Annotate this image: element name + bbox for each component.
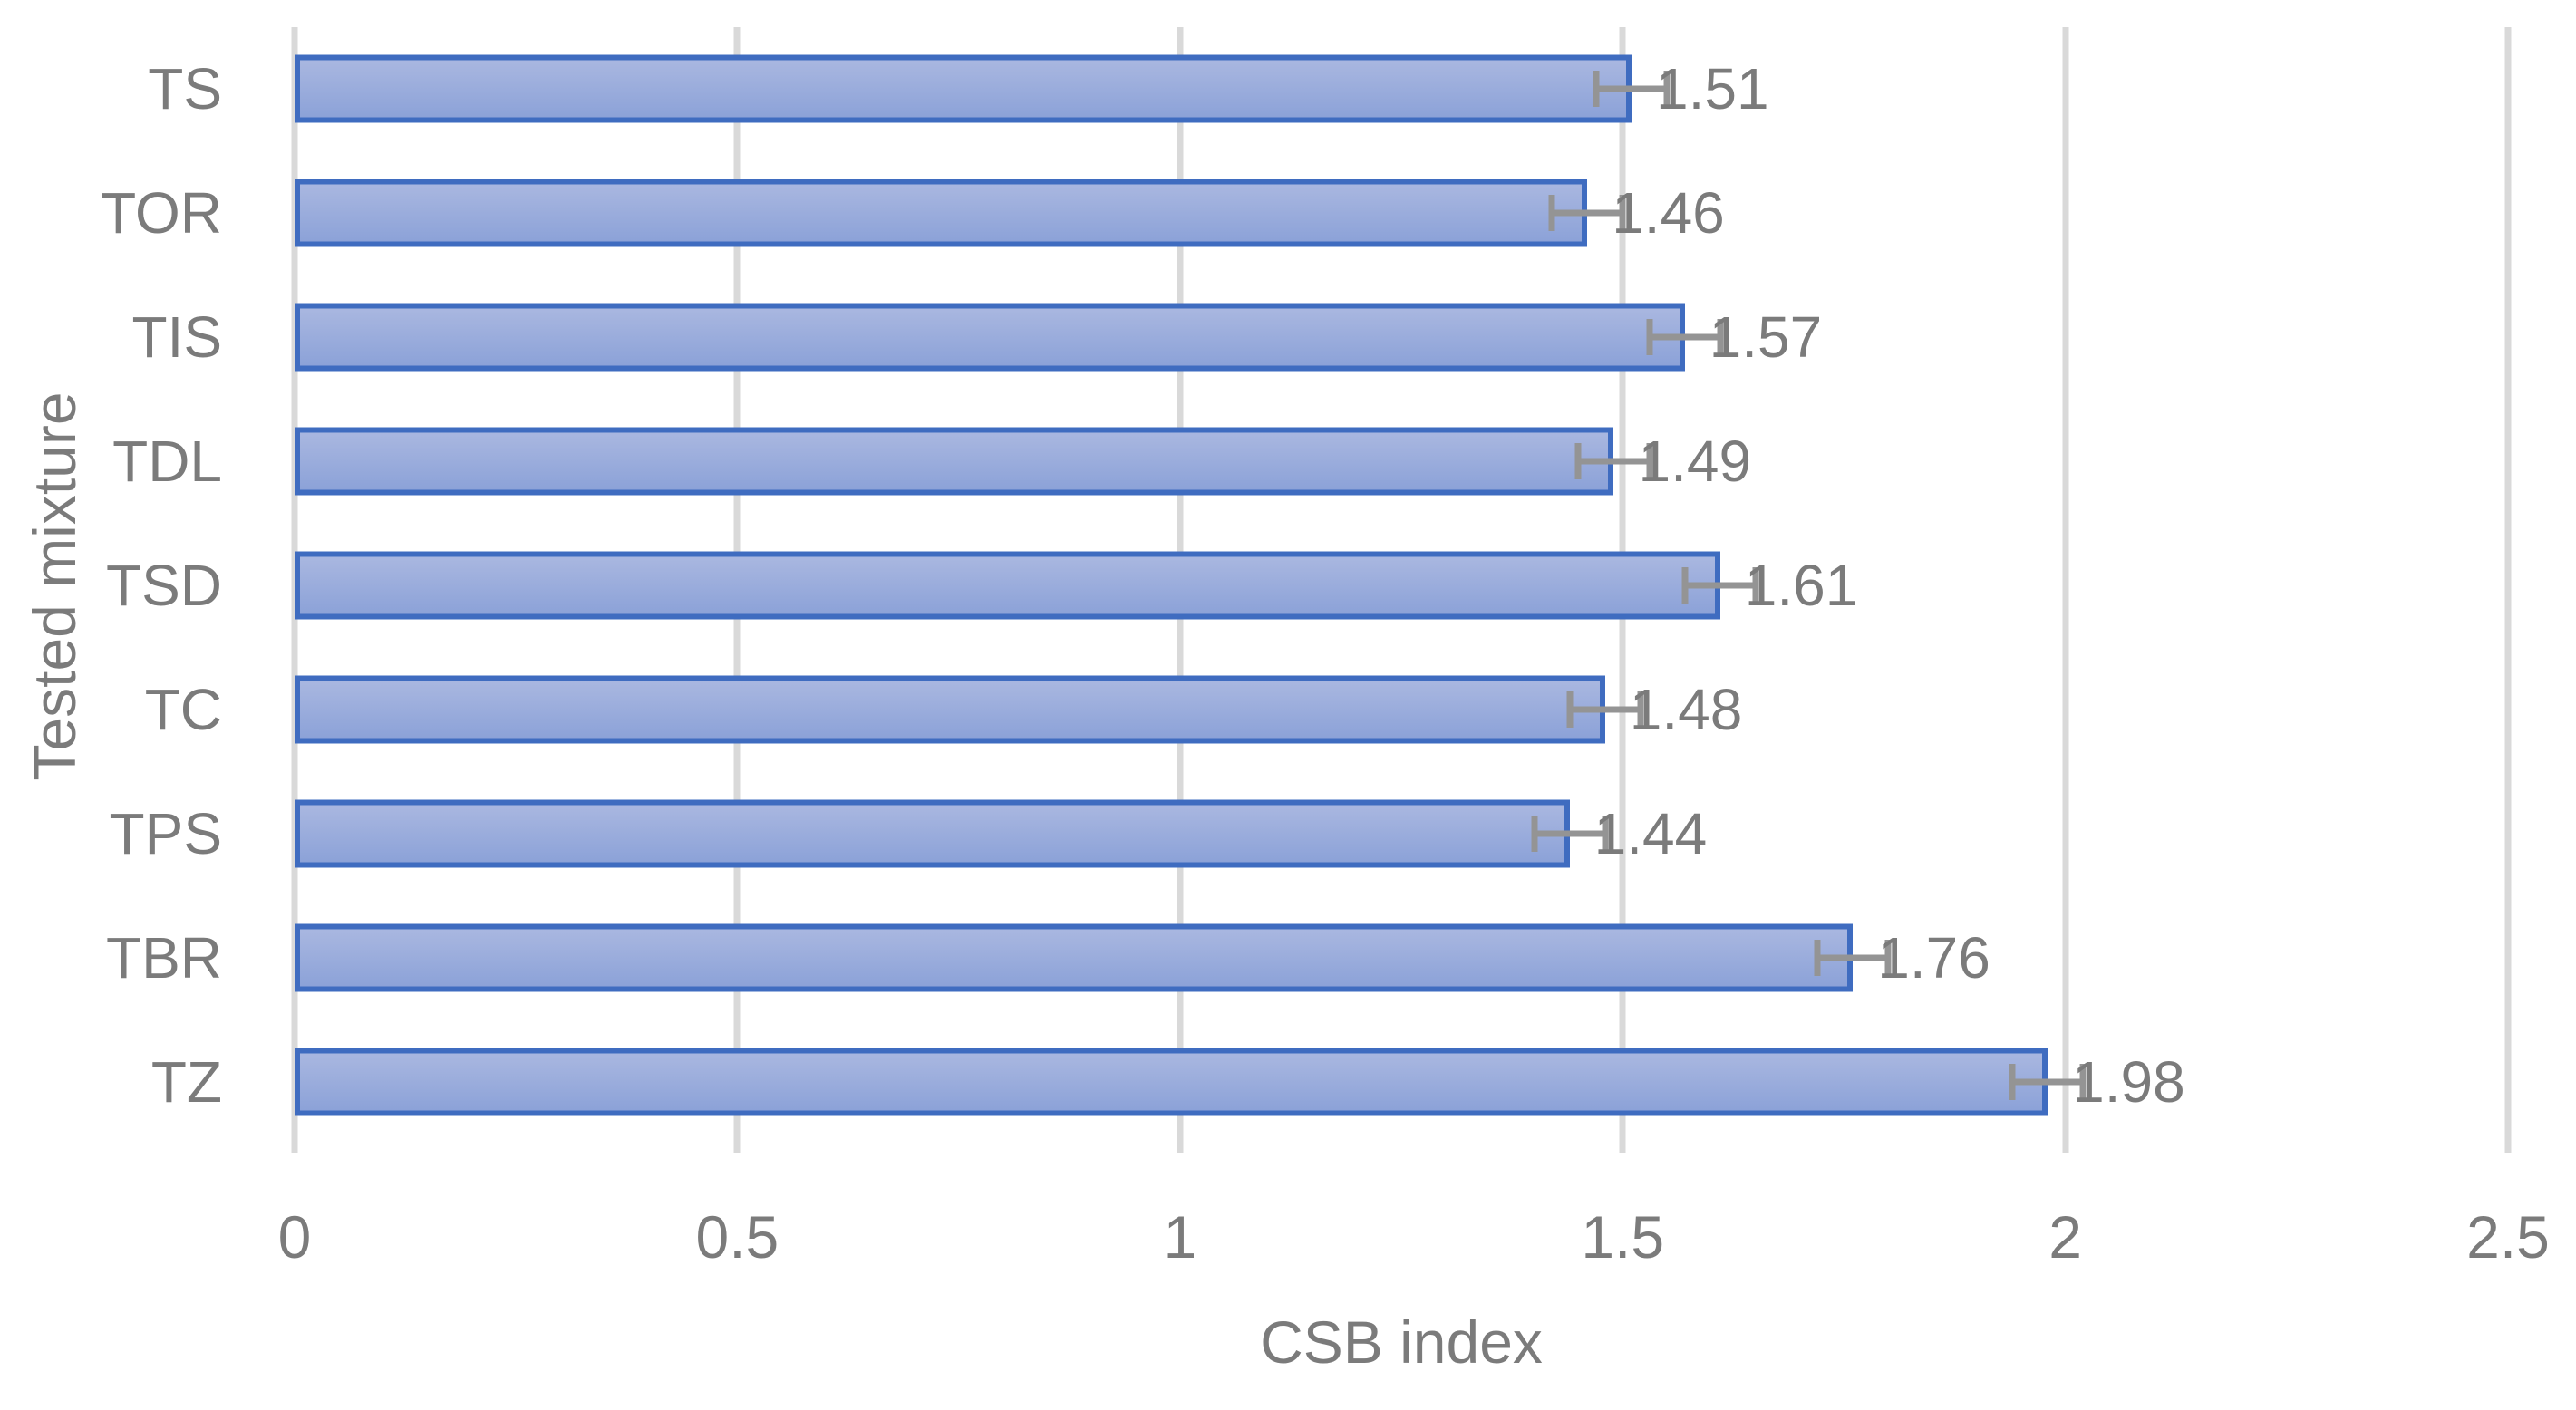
data-label: 1.76 bbox=[1877, 924, 1990, 990]
data-label: 1.51 bbox=[1656, 56, 1769, 122]
error-bar-cap bbox=[1814, 939, 1821, 976]
x-axis-title: CSB index bbox=[1260, 1309, 1543, 1376]
error-bar bbox=[1595, 85, 1668, 92]
bar-row: 1.57 bbox=[295, 275, 2508, 400]
error-bar-cap bbox=[1593, 71, 1600, 108]
category-label: TBR bbox=[106, 924, 222, 990]
category-axis: TS TOR TIS TDL TSD TC TPS TBR TZ bbox=[0, 27, 258, 1144]
error-bar-cap bbox=[1574, 443, 1582, 480]
bar-row: 1.61 bbox=[295, 524, 2508, 648]
error-bar-cap bbox=[1681, 566, 1689, 604]
error-bar-cap bbox=[1884, 939, 1892, 976]
data-label: 1.49 bbox=[1638, 429, 1752, 495]
error-bar-cap bbox=[1566, 691, 1574, 728]
error-bar-cap bbox=[2079, 1063, 2087, 1100]
bar bbox=[295, 303, 1685, 372]
bar-row: 1.98 bbox=[295, 1019, 2508, 1144]
data-label: 1.48 bbox=[1629, 676, 1743, 742]
error-bar bbox=[1649, 333, 1720, 341]
error-bar bbox=[1578, 458, 1650, 465]
bar-row: 1.48 bbox=[295, 647, 2508, 771]
x-tick-label: 1 bbox=[1163, 1203, 1197, 1270]
error-bar bbox=[1817, 954, 1889, 961]
error-bar-cap bbox=[1548, 195, 1555, 232]
category-label: TOR bbox=[101, 180, 222, 246]
bar bbox=[295, 1048, 2048, 1116]
data-label: 1.44 bbox=[1593, 800, 1708, 866]
category-label: TC bbox=[144, 676, 222, 742]
x-tick-label: 0 bbox=[277, 1203, 312, 1270]
bar bbox=[295, 551, 1720, 620]
plot-area: 1.51 1.46 1.57 1.49 1.61 1.48 1.44 1.76 1.98 bbox=[291, 27, 2512, 1153]
data-label: 1.98 bbox=[2072, 1048, 2185, 1115]
x-tick-label: 0.5 bbox=[695, 1203, 780, 1270]
category-label: TS bbox=[148, 56, 222, 122]
category-label: TPS bbox=[109, 800, 222, 866]
bar-row: 1.46 bbox=[295, 151, 2508, 275]
data-label: 1.46 bbox=[1612, 180, 1725, 246]
bar-row: 1.44 bbox=[295, 771, 2508, 895]
error-bar bbox=[1684, 582, 1756, 589]
bar bbox=[295, 675, 1605, 744]
data-label: 1.61 bbox=[1744, 552, 1858, 618]
error-bar-cap bbox=[1752, 566, 1759, 604]
bar bbox=[295, 923, 1854, 992]
bar bbox=[295, 799, 1570, 868]
error-bar bbox=[1552, 209, 1623, 217]
bar-row: 1.49 bbox=[295, 400, 2508, 524]
x-tick-label: 1.5 bbox=[1581, 1203, 1665, 1270]
category-label: TSD bbox=[106, 552, 222, 618]
error-bar-cap bbox=[1646, 443, 1652, 480]
error-bar-cap bbox=[2009, 1063, 2016, 1100]
gridline bbox=[2062, 27, 2069, 1153]
category-label: TDL bbox=[112, 429, 222, 495]
error-bar bbox=[2011, 1078, 2084, 1086]
error-bar-cap bbox=[1602, 815, 1609, 852]
error-bar-cap bbox=[1646, 319, 1652, 356]
gridline bbox=[2504, 27, 2512, 1153]
bar bbox=[295, 179, 1588, 247]
value-axis: 0 0.5 1 1.5 2 2.5 bbox=[278, 1203, 2550, 1270]
bar-row: 1.76 bbox=[295, 895, 2508, 1019]
error-bar-cap bbox=[1663, 71, 1671, 108]
bar bbox=[295, 427, 1614, 496]
error-bar-cap bbox=[1619, 195, 1626, 232]
x-tick-label: 2.5 bbox=[2466, 1203, 2550, 1270]
error-bar-cap bbox=[1717, 319, 1724, 356]
error-bar bbox=[1569, 706, 1641, 713]
bar bbox=[295, 54, 1632, 123]
data-label: 1.57 bbox=[1709, 304, 1823, 371]
bar-row: 1.51 bbox=[295, 27, 2508, 151]
error-bar-cap bbox=[1531, 815, 1538, 852]
error-bar bbox=[1534, 830, 1605, 837]
error-bar-cap bbox=[1637, 691, 1644, 728]
category-label: TIS bbox=[131, 304, 222, 371]
x-tick-label: 2 bbox=[2048, 1203, 2082, 1270]
category-label: TZ bbox=[150, 1048, 222, 1115]
